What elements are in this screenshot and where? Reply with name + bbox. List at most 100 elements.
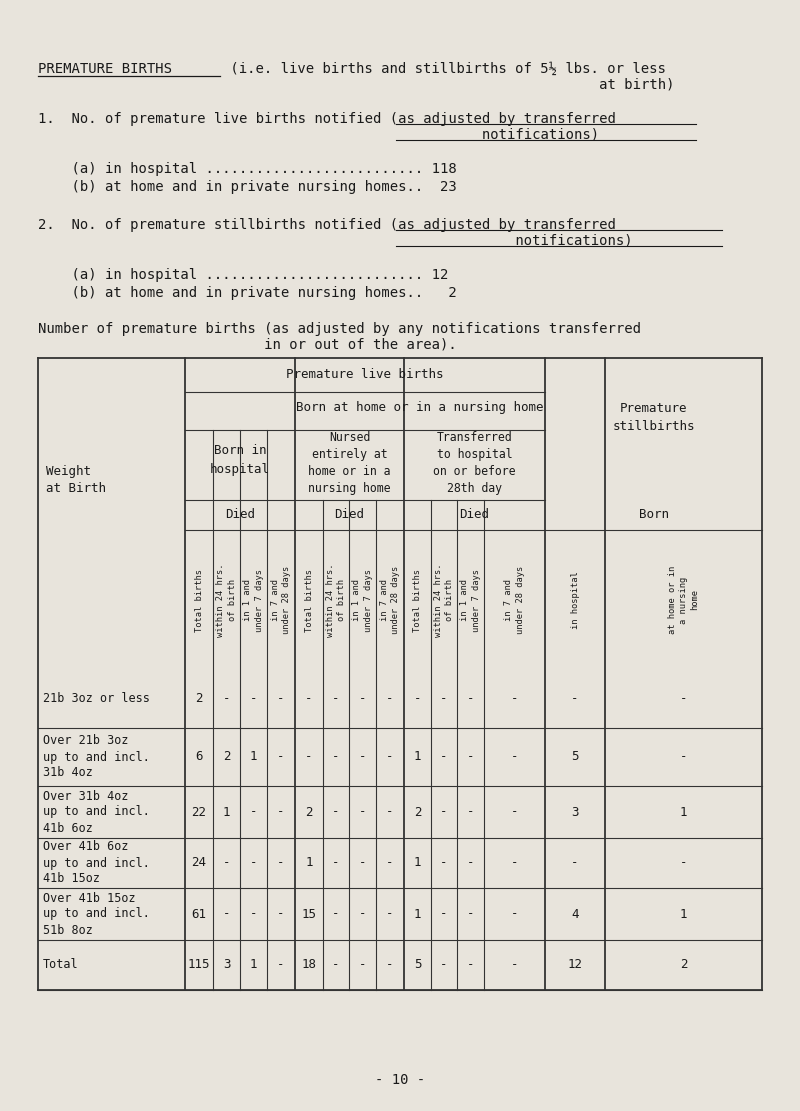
Text: 115: 115 xyxy=(188,959,210,971)
Text: -: - xyxy=(332,959,340,971)
Text: 6: 6 xyxy=(195,751,202,763)
Text: Total births: Total births xyxy=(305,569,314,631)
Text: notifications): notifications) xyxy=(38,234,633,248)
Text: at home or in
a nursing
home: at home or in a nursing home xyxy=(668,565,699,634)
Text: -: - xyxy=(386,692,394,705)
Text: -: - xyxy=(440,857,448,870)
Text: (b) at home and in private nursing homes..   2: (b) at home and in private nursing homes… xyxy=(38,286,457,300)
Text: -: - xyxy=(332,692,340,705)
Text: 2: 2 xyxy=(222,751,230,763)
Text: 2: 2 xyxy=(680,959,687,971)
Text: -: - xyxy=(680,751,687,763)
Text: -: - xyxy=(510,751,518,763)
Text: Over 41b 15oz
up to and incl.
51b 8oz: Over 41b 15oz up to and incl. 51b 8oz xyxy=(43,891,150,937)
Text: -: - xyxy=(386,751,394,763)
Text: -: - xyxy=(386,805,394,819)
Text: 61: 61 xyxy=(191,908,206,921)
Text: -: - xyxy=(306,692,313,705)
Text: Total births: Total births xyxy=(413,569,422,631)
Text: 5: 5 xyxy=(414,959,422,971)
Text: -: - xyxy=(510,692,518,705)
Text: 18: 18 xyxy=(302,959,317,971)
Text: (b) at home and in private nursing homes..  23: (b) at home and in private nursing homes… xyxy=(38,180,457,194)
Text: -: - xyxy=(440,805,448,819)
Text: -: - xyxy=(222,692,230,705)
Text: Born: Born xyxy=(638,509,669,521)
Text: in 7 and
under 28 days: in 7 and under 28 days xyxy=(380,565,400,634)
Text: -: - xyxy=(358,805,366,819)
Text: in 1 and
under 7 days: in 1 and under 7 days xyxy=(353,569,373,631)
Text: -: - xyxy=(680,857,687,870)
Text: Premature
stillbirths: Premature stillbirths xyxy=(612,402,694,433)
Text: 2: 2 xyxy=(195,692,202,705)
Text: -: - xyxy=(332,908,340,921)
Text: 15: 15 xyxy=(302,908,317,921)
Text: -: - xyxy=(680,692,687,705)
Text: -: - xyxy=(250,857,258,870)
Text: -: - xyxy=(358,751,366,763)
Text: Total births: Total births xyxy=(194,569,203,631)
Text: 1: 1 xyxy=(680,805,687,819)
Text: within 24 hrs.
of birth: within 24 hrs. of birth xyxy=(434,563,454,637)
Text: -: - xyxy=(250,908,258,921)
Text: - 10 -: - 10 - xyxy=(375,1073,425,1087)
Text: -: - xyxy=(358,857,366,870)
Text: 2.  No. of premature stillbirths notified (as adjusted by transferred: 2. No. of premature stillbirths notified… xyxy=(38,218,616,232)
Text: Born at home or in a nursing home: Born at home or in a nursing home xyxy=(296,401,544,414)
Text: 1: 1 xyxy=(250,959,258,971)
Text: within 24 hrs.
of birth: within 24 hrs. of birth xyxy=(326,563,346,637)
Text: -: - xyxy=(278,857,285,870)
Text: 1: 1 xyxy=(680,908,687,921)
Text: -: - xyxy=(386,908,394,921)
Text: 12: 12 xyxy=(567,959,582,971)
Text: 1: 1 xyxy=(414,908,422,921)
Text: -: - xyxy=(510,857,518,870)
Text: -: - xyxy=(386,857,394,870)
Text: -: - xyxy=(332,857,340,870)
Text: Died: Died xyxy=(459,509,490,521)
Text: Premature live births: Premature live births xyxy=(286,368,444,380)
Text: -: - xyxy=(358,692,366,705)
Text: -: - xyxy=(571,692,578,705)
Text: 5: 5 xyxy=(571,751,578,763)
Text: 21b 3oz or less: 21b 3oz or less xyxy=(43,692,150,705)
Text: -: - xyxy=(510,805,518,819)
Text: 3: 3 xyxy=(571,805,578,819)
Text: -: - xyxy=(278,692,285,705)
Text: (i.e. live births and stillbirths of 5½ lbs. or less: (i.e. live births and stillbirths of 5½ … xyxy=(222,62,666,76)
Text: Weight
at Birth: Weight at Birth xyxy=(46,464,106,496)
Text: Over 41b 6oz
up to and incl.
41b 15oz: Over 41b 6oz up to and incl. 41b 15oz xyxy=(43,841,150,885)
Text: -: - xyxy=(466,751,474,763)
Text: 3: 3 xyxy=(222,959,230,971)
Text: 1: 1 xyxy=(414,857,422,870)
Text: Total: Total xyxy=(43,959,78,971)
Text: 4: 4 xyxy=(571,908,578,921)
Text: -: - xyxy=(278,751,285,763)
Text: Transferred
to hospital
on or before
28th day: Transferred to hospital on or before 28t… xyxy=(434,431,516,496)
Text: -: - xyxy=(414,692,422,705)
Text: in 1 and
under 7 days: in 1 and under 7 days xyxy=(461,569,481,631)
Text: -: - xyxy=(332,751,340,763)
Text: Born in
hospital: Born in hospital xyxy=(210,444,270,476)
Text: 1: 1 xyxy=(306,857,313,870)
Text: -: - xyxy=(466,908,474,921)
Text: -: - xyxy=(466,692,474,705)
Text: notifications): notifications) xyxy=(38,128,599,142)
Text: 1.  No. of premature live births notified (as adjusted by transferred: 1. No. of premature live births notified… xyxy=(38,112,616,126)
Text: -: - xyxy=(571,857,578,870)
Text: -: - xyxy=(222,857,230,870)
Text: 1: 1 xyxy=(250,751,258,763)
Text: -: - xyxy=(440,908,448,921)
Text: -: - xyxy=(358,908,366,921)
Text: -: - xyxy=(440,692,448,705)
Text: -: - xyxy=(278,959,285,971)
Text: in 7 and
under 28 days: in 7 and under 28 days xyxy=(505,565,525,634)
Text: -: - xyxy=(466,857,474,870)
Text: (a) in hospital .......................... 12: (a) in hospital ........................… xyxy=(38,268,448,282)
Text: -: - xyxy=(510,908,518,921)
Text: at birth): at birth) xyxy=(38,78,674,92)
Text: 24: 24 xyxy=(191,857,206,870)
Text: PREMATURE BIRTHS: PREMATURE BIRTHS xyxy=(38,62,172,76)
Text: 2: 2 xyxy=(414,805,422,819)
Text: Number of premature births (as adjusted by any notifications transferred: Number of premature births (as adjusted … xyxy=(38,322,641,336)
